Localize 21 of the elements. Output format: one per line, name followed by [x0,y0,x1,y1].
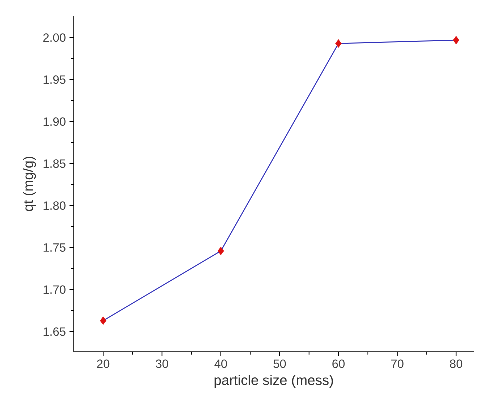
x-tick-label: 50 [274,360,286,368]
point [336,40,342,48]
y-tick-label: 1.80 [44,202,66,210]
y-tick-label: 1.95 [44,76,66,84]
x-tick-label: 20 [97,360,110,368]
y-tick-label: 2.00 [44,34,66,42]
x-tick-label: 40 [214,360,228,368]
point [100,316,107,326]
x-axis-title: particle size (mess) [214,375,334,388]
y-tick-label: 1.85 [44,160,66,168]
y-tick-label: 1.90 [44,118,66,126]
x-tick-label: 80 [450,360,463,368]
y-axis-title: qt (mg/g) [23,156,36,212]
y-tick-label: 1.75 [44,244,66,252]
x-tick-label: 70 [391,360,404,368]
x-tick-label: 30 [156,360,168,368]
x-tick-label: 60 [332,360,345,368]
y-tick-label: 1.70 [44,286,66,294]
y-tick-label: 1.65 [44,328,66,336]
point [218,247,224,256]
point [453,36,460,45]
